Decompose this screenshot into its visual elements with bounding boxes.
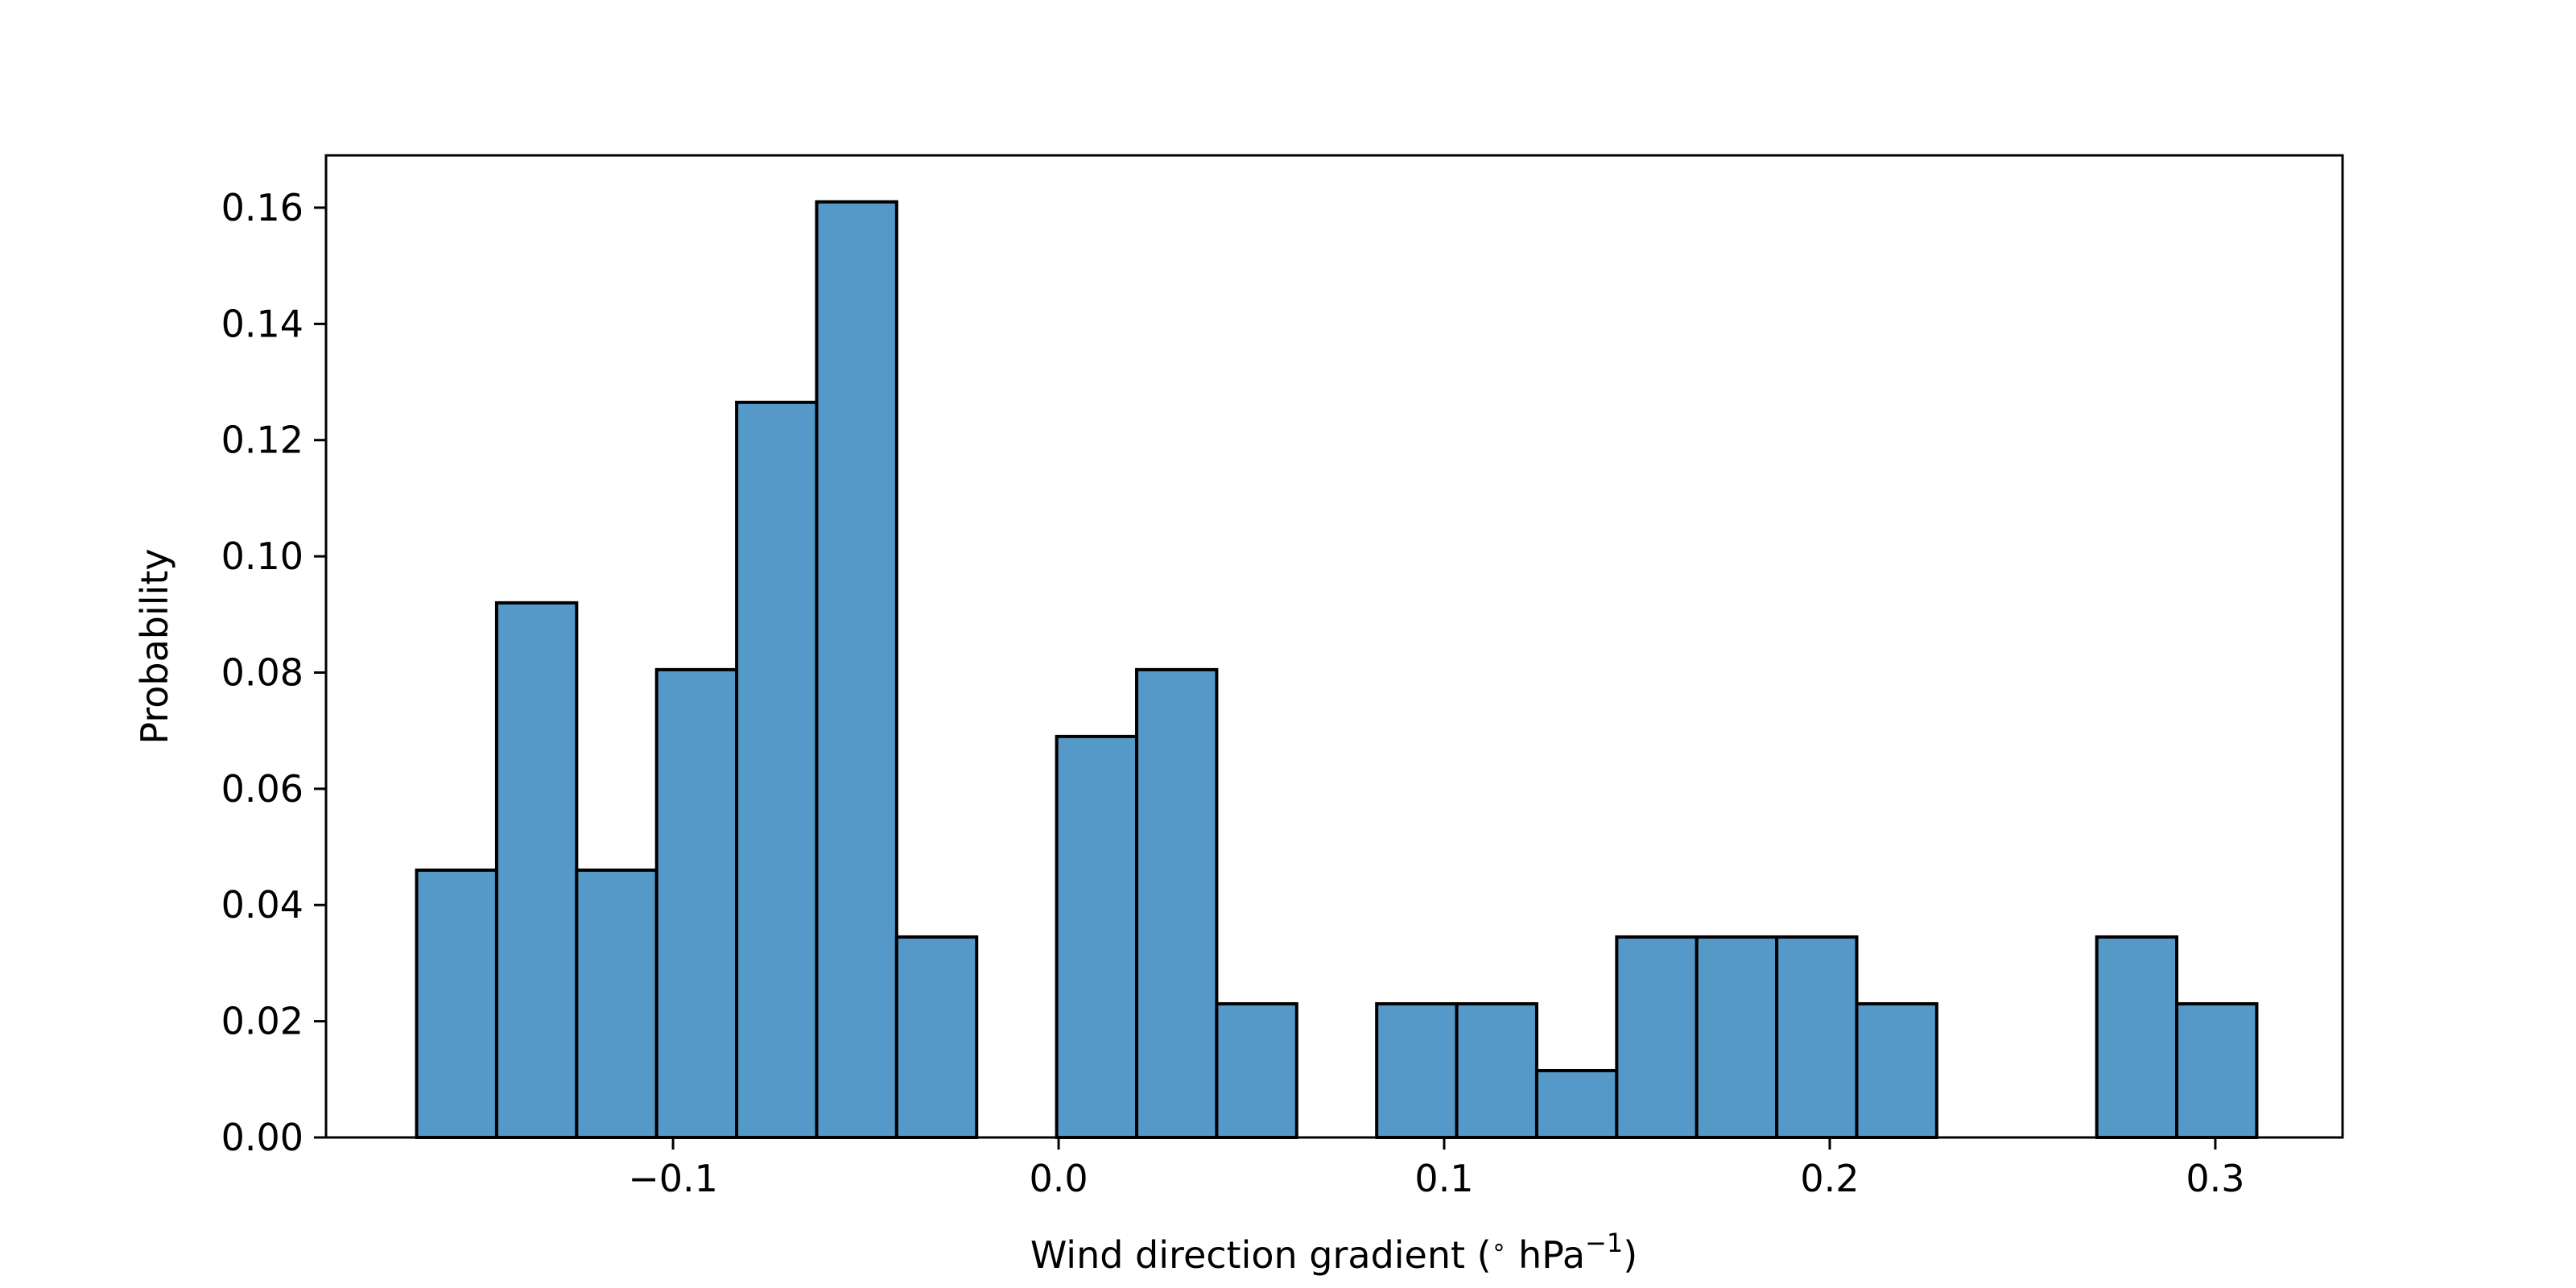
y-tick-label: 0.14 [221,302,303,345]
x-tick-label: 0.1 [1414,1157,1473,1200]
y-tick-label: 0.10 [221,535,303,578]
plot-area-frame [324,154,2344,1139]
x-tick-label: 0.2 [1800,1157,1859,1200]
histogram-bar [815,200,898,1140]
histogram-bar [2175,1001,2259,1139]
y-tick-label: 0.08 [221,650,303,694]
histogram-bar [1615,935,1699,1140]
histogram-bar [1534,1068,1619,1140]
histogram-bar [1455,1001,1538,1139]
histogram-bar [1855,1001,1938,1139]
x-axis-label-exponent: −1 [1585,1228,1623,1258]
histogram-bar [1135,667,1219,1139]
x-axis-label-close: ) [1623,1233,1637,1277]
x-axis-label-unit: hPa [1506,1233,1585,1277]
histogram-bar [494,601,579,1139]
histogram-bar [1775,935,1859,1140]
y-axis-label: Probability [133,548,176,744]
histogram-bar [575,868,658,1139]
y-axis-ticks: 0.00 0.02 0.04 0.06 0.08 0.10 0.12 0.14 0.16 [221,186,326,1159]
x-axis-ticks: −0.1 0.0 0.1 0.2 0.3 [628,1137,2245,1200]
y-tick-label: 0.12 [221,419,303,462]
y-tick-label: 0.00 [221,1116,303,1159]
y-tick-label: 0.04 [221,883,303,927]
histogram-bar [654,667,739,1139]
histogram-bar [2095,935,2179,1140]
histogram-bar [894,935,979,1140]
histogram-bar [1055,734,1139,1139]
x-axis-label-text: Wind direction gradient ( [1030,1233,1492,1277]
x-tick-label: −0.1 [628,1157,718,1200]
histogram-bar [1695,935,1779,1140]
y-tick-label: 0.02 [221,1000,303,1043]
histogram-bar [1215,1001,1298,1139]
histogram-bars [415,200,2259,1140]
x-axis-label-degree: ∘ [1492,1233,1507,1261]
y-tick-label: 0.16 [221,186,303,229]
x-tick-label: 0.3 [2186,1157,2244,1200]
histogram-bar [735,400,819,1139]
x-axis-label: Wind direction gradient (∘ hPa−1) [1030,1228,1637,1277]
y-tick-label: 0.06 [221,767,303,811]
histogram-bar [415,868,498,1139]
x-tick-label: 0.0 [1029,1157,1088,1200]
histogram-bar [1375,1001,1459,1139]
